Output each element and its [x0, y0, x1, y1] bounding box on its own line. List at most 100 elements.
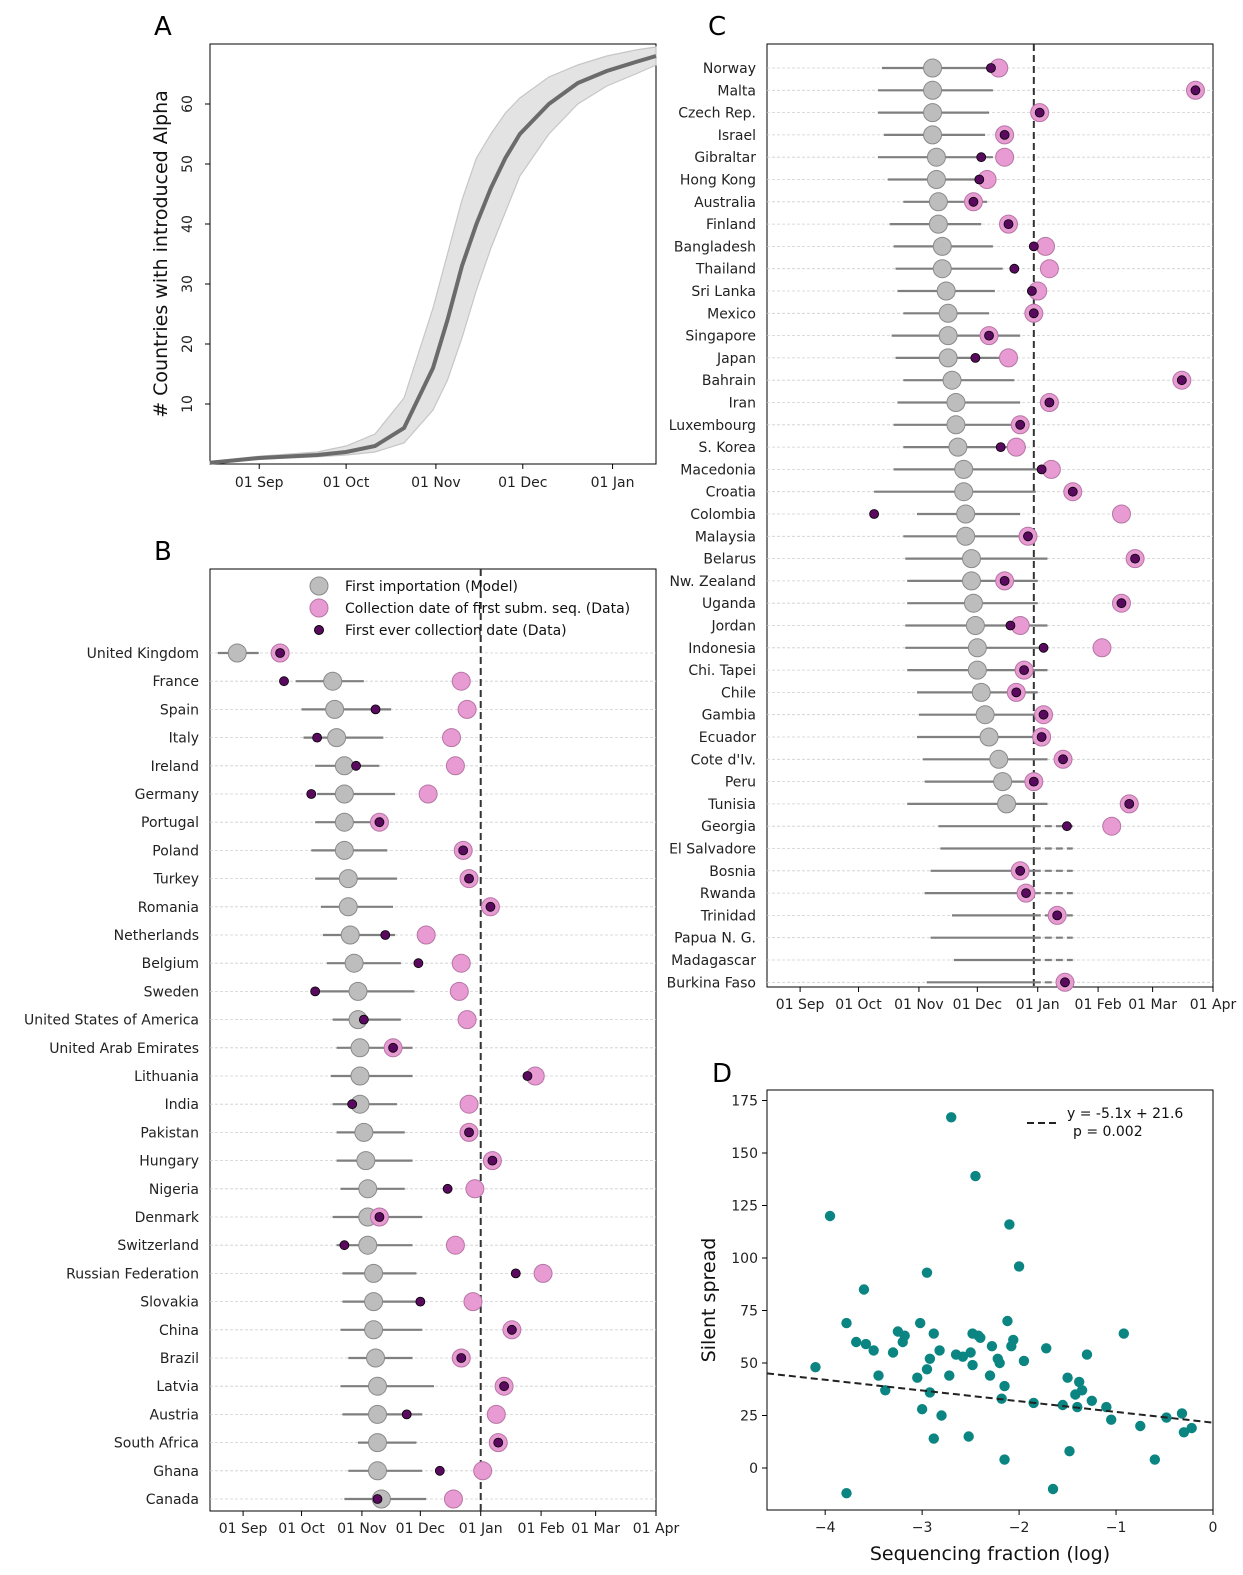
panel-c-country-label: Indonesia — [688, 641, 756, 657]
panel-d-point — [986, 1341, 998, 1352]
panel-b-country-label: Switzerland — [117, 1238, 199, 1254]
panel-d-point — [924, 1387, 936, 1398]
panel-c-model-point-jordan — [965, 616, 985, 635]
panel-c-xtick-label: 01 Jan — [1016, 997, 1060, 1013]
panel-b-first-collection-point-poland — [458, 845, 469, 856]
panel-d-xtick-label: −4 — [815, 1520, 836, 1536]
panel-d-point — [946, 1112, 957, 1123]
panel-b-model-point-netherlands — [340, 925, 360, 945]
panel-b-country-label: Belgium — [142, 956, 199, 972]
panel-b-model-point-russian-federation — [364, 1263, 384, 1283]
panel-c-model-point-australia — [928, 192, 948, 212]
panel-b-first-collection-point-denmark — [374, 1212, 385, 1222]
panel-a-ytick-label: 10 — [180, 395, 196, 413]
panel-c-model-point-colombia — [956, 504, 976, 524]
panel-a-xtick-label: 01 Oct — [323, 475, 370, 491]
panel-d-point — [944, 1370, 955, 1381]
panel-c-xtick-label: 01 Feb — [1075, 997, 1122, 1013]
panel-a-xtick-label: 01 Jan — [591, 475, 635, 491]
panel-d-xlabel: Sequencing fraction (log) — [870, 1543, 1110, 1565]
panel-c-model-point-norway — [923, 58, 943, 78]
panel-b-model-point-south-africa — [367, 1433, 387, 1453]
panel-b-first-collection-point-slovakia — [415, 1296, 426, 1307]
panel-c-first-collection-point-hong-kong — [974, 174, 985, 185]
panel-c-country-label: Luxembourg — [669, 418, 756, 434]
panel-b-country-label: Canada — [146, 1492, 199, 1508]
panel-b-submission-point-slovakia — [463, 1292, 483, 1312]
panel-b-first-collection-point-united-kingdom — [275, 648, 286, 658]
panel-b-first-collection-point-united-states-of-america — [358, 1014, 369, 1025]
panel-d-chart: y = -5.1x + 21.6 p = 0.002 −4 −3 −2 −1 0 0 25 50 7… — [698, 1089, 1217, 1565]
panel-b-submission-point-italy — [442, 728, 462, 748]
panel-c-country-label: Iran — [729, 396, 756, 412]
panel-b-country-label: Ghana — [153, 1464, 199, 1480]
panel-b-first-collection-point-germany — [306, 789, 317, 799]
panel-b-first-collection-point-ghana — [434, 1465, 445, 1476]
panel-d-point — [1004, 1219, 1015, 1230]
panel-c-model-point-gibraltar — [926, 147, 946, 167]
panel-b-country-label: Denmark — [135, 1210, 200, 1226]
panel-b-model-point-nigeria — [358, 1179, 378, 1199]
panel-c-model-point-tunisia — [997, 794, 1017, 814]
panel-a-xtick-label: 01 Dec — [498, 475, 547, 491]
panel-d-frame — [766, 1089, 1214, 1511]
panel-c-country-label: Australia — [694, 195, 756, 211]
panel-b-first-collection-point-lithuania — [522, 1071, 533, 1081]
panel-b-model-point-portugal — [334, 812, 354, 832]
panel-b-submission-point-canada — [443, 1489, 463, 1509]
panel-b-model-point-lithuania — [350, 1066, 370, 1086]
panel-c-country-label: Georgia — [701, 819, 756, 835]
panel-c-model-point-czech-rep — [923, 103, 943, 123]
panel-b-model-point-ireland — [334, 756, 354, 776]
panel-b-legend-marker — [309, 598, 329, 618]
panel-c-country-label: Hong Kong — [680, 173, 756, 189]
panel-c-model-point-croatia — [954, 482, 974, 502]
panel-b-country-label: Netherlands — [114, 928, 199, 944]
panel-b-chart: United Kingdom France Spain Italy Ireland Ger… — [24, 568, 679, 1537]
panel-b-model-point-austria — [367, 1404, 387, 1424]
panel-b-first-collection-point-netherlands — [380, 930, 391, 940]
panel-b-country-label: Nigeria — [149, 1182, 199, 1198]
panel-b-first-collection-point-switzerland — [339, 1240, 350, 1251]
panel-b-xtick-label: 01 Mar — [571, 1521, 620, 1537]
panel-b-xtick-label: 01 Sep — [219, 1521, 268, 1537]
panel-c-country-label: Jordan — [710, 619, 756, 635]
panel-b-model-point-brazil — [366, 1348, 386, 1368]
panel-c-first-collection-point-uganda — [1116, 598, 1127, 609]
panel-b-country-label: United States of America — [24, 1013, 199, 1029]
panel-c-model-point-bahrain — [942, 370, 962, 390]
panel-c-country-label: Finland — [706, 217, 756, 233]
panel-c-country-label: Cote d'Iv. — [691, 752, 756, 768]
panel-d-point — [1081, 1349, 1093, 1360]
panel-d-point — [1176, 1408, 1188, 1419]
panel-c-model-point-chi-tapei — [967, 660, 987, 680]
panel-c-first-collection-point-malta — [1190, 85, 1201, 96]
panel-b-submission-point-nigeria — [465, 1179, 485, 1199]
panel-c-first-collection-point-israel — [999, 129, 1010, 140]
panel-c-country-label: Mexico — [707, 306, 756, 322]
panel-b-country-label: Slovakia — [140, 1295, 199, 1311]
panel-b-submission-point-switzerland — [445, 1235, 465, 1255]
panel-d-ylabel: Silent spread — [698, 1238, 720, 1363]
panel-c-model-point-ecuador — [979, 727, 999, 747]
panel-d-point — [810, 1362, 821, 1373]
panel-d-point — [967, 1359, 978, 1371]
panel-b-country-label: Portugal — [141, 815, 199, 831]
panel-b-submission-point-russian-federation — [533, 1263, 553, 1283]
panel-b-first-collection-point-latvia — [499, 1381, 509, 1392]
panel-c-xtick-label: 01 Nov — [894, 997, 944, 1013]
panel-c-country-label: Belarus — [703, 552, 756, 568]
panel-c-first-collection-point-colombia — [869, 509, 880, 519]
panel-c-model-point-chile — [971, 682, 991, 702]
panel-d-point — [1135, 1420, 1146, 1432]
panel-c-model-point-bangladesh — [932, 236, 952, 256]
panel-a-chart: 01 Sep 01 Oct 01 Nov 01 Dec 01 Jan 10 20 30 40 50… — [150, 43, 657, 491]
panel-c-submission-point-thailand — [1039, 259, 1059, 279]
panel-d-point — [1101, 1401, 1112, 1413]
panel-d-point — [899, 1330, 910, 1341]
panel-c-country-label: Papua N. G. — [674, 931, 756, 947]
panel-b-model-point-united-arab-emirates — [350, 1038, 370, 1058]
panel-c-first-collection-point-czech-rep — [1034, 107, 1045, 118]
panel-c-model-point-finland — [928, 214, 948, 234]
panel-b-legend-marker — [309, 576, 329, 596]
